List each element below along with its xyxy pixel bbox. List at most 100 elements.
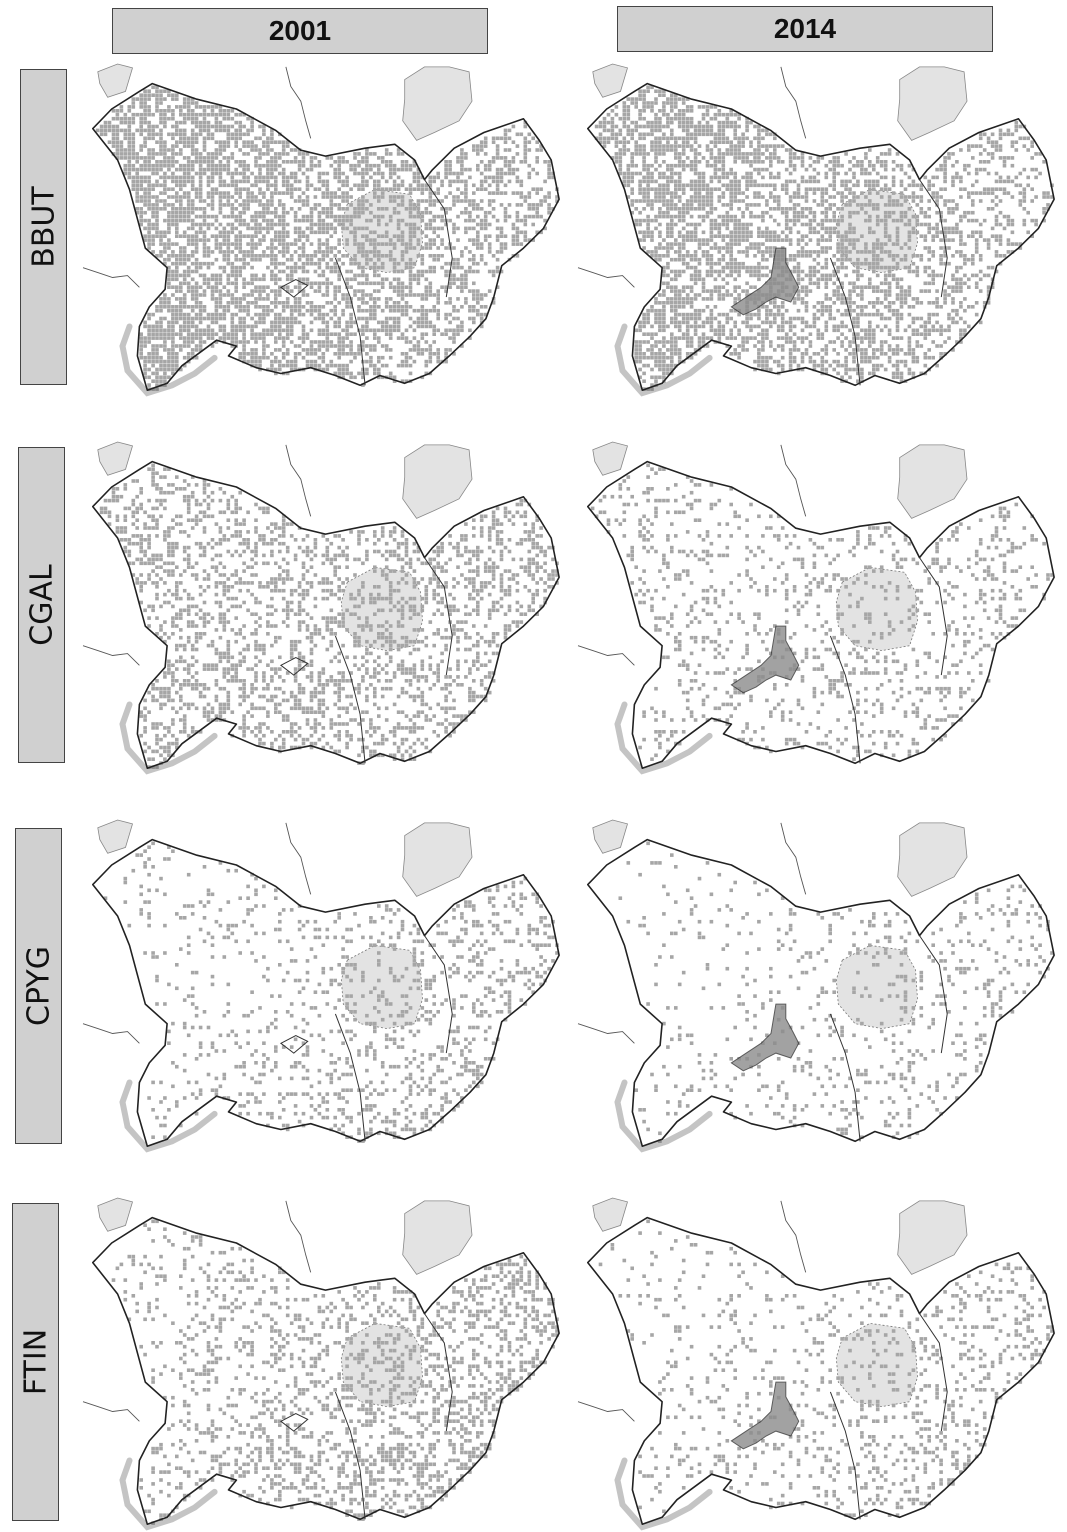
occupied-cell: [135, 191, 139, 195]
occupied-cell: [317, 163, 322, 168]
occupied-cell: [709, 116, 714, 121]
occupied-cell: [369, 250, 373, 254]
occupied-cell: [733, 132, 737, 137]
occupied-cell: [812, 187, 817, 191]
occupied-cell: [262, 226, 266, 231]
occupied-cell: [274, 214, 278, 219]
occupied-cell: [895, 242, 900, 246]
occupied-cell: [440, 218, 444, 223]
occupied-cell: [483, 167, 488, 172]
occupied-cell: [289, 265, 294, 270]
occupied-cell: [412, 175, 417, 180]
occupied-cell: [717, 112, 722, 117]
occupied-cell: [769, 160, 773, 164]
occupied-cell: [182, 116, 187, 121]
occupied-cell: [194, 281, 199, 286]
occupied-cell: [674, 156, 678, 160]
occupied-cell: [313, 163, 318, 168]
occupied-cell: [210, 332, 215, 336]
occupied-cell: [614, 140, 619, 144]
occupied-cell: [198, 316, 203, 321]
occupied-cell: [626, 167, 631, 172]
occupied-cell: [163, 383, 167, 387]
occupied-cell: [226, 242, 231, 246]
occupied-cell: [479, 218, 484, 223]
occupied-cell: [305, 277, 310, 282]
occupied-cell: [630, 175, 634, 180]
occupied-cell: [111, 132, 116, 137]
occupied-cell: [369, 175, 373, 180]
occupied-cell: [634, 124, 638, 129]
occupied-cell: [1018, 191, 1023, 195]
occupied-cell: [681, 191, 686, 195]
occupied-cell: [301, 160, 306, 164]
occupied-cell: [749, 214, 753, 219]
occupied-cell: [155, 214, 159, 219]
occupied-cell: [412, 160, 417, 164]
occupied-cell: [218, 152, 223, 156]
occupied-cell: [868, 148, 872, 152]
occupied-cell: [820, 238, 825, 242]
occupied-cell: [388, 152, 393, 156]
occupied-cell: [278, 348, 282, 352]
occupied-cell: [301, 355, 306, 360]
occupied-cell: [254, 210, 258, 215]
occupied-cell: [899, 246, 904, 250]
occupied-cell: [246, 312, 250, 317]
occupied-cell: [713, 246, 718, 250]
occupied-cell: [733, 199, 737, 203]
occupied-cell: [321, 226, 326, 231]
occupied-cell: [210, 199, 215, 203]
occupied-cell: [159, 324, 163, 329]
occupied-cell: [998, 187, 1003, 191]
occupied-cell: [721, 163, 726, 168]
occupied-cell: [246, 163, 250, 168]
occupied-cell: [305, 281, 310, 286]
occupied-cell: [638, 132, 642, 137]
occupied-cell: [289, 242, 294, 246]
occupied-cell: [491, 199, 496, 203]
occupied-cell: [713, 187, 718, 191]
occupied-cell: [274, 238, 278, 242]
occupied-cell: [270, 210, 274, 215]
occupied-cell: [147, 167, 151, 172]
occupied-cell: [301, 156, 306, 160]
occupied-cell: [978, 167, 983, 172]
occupied-cell: [167, 203, 171, 207]
occupied-cell: [531, 214, 535, 219]
occupied-cell: [337, 163, 341, 168]
occupied-cell: [345, 179, 349, 184]
occupied-cell: [499, 250, 504, 254]
occupied-cell: [214, 171, 219, 176]
occupied-cell: [733, 230, 737, 235]
occupied-cell: [400, 152, 405, 156]
occupied-cell: [143, 112, 147, 117]
occupied-cell: [963, 187, 967, 191]
occupied-cell: [420, 175, 425, 180]
occupied-cell: [202, 144, 207, 148]
occupied-cell: [357, 352, 361, 356]
occupied-cell: [907, 195, 912, 199]
occupied-cell: [776, 207, 781, 211]
occupied-cell: [349, 375, 353, 380]
occupied-cell: [396, 261, 401, 266]
occupied-cell: [175, 312, 179, 317]
occupied-cell: [285, 246, 290, 250]
occupied-cell: [309, 160, 314, 164]
occupied-cell: [638, 109, 642, 113]
occupied-cell: [911, 199, 916, 203]
occupied-cell: [143, 324, 147, 329]
occupied-cell: [472, 144, 476, 148]
occupied-cell: [539, 148, 543, 152]
occupied-cell: [258, 226, 262, 231]
occupied-cell: [681, 242, 686, 246]
occupied-cell: [337, 203, 341, 207]
occupied-cell: [670, 167, 674, 172]
occupied-cell: [167, 230, 171, 235]
occupied-cell: [943, 167, 947, 172]
occupied-cell: [270, 140, 274, 144]
occupied-cell: [345, 281, 349, 286]
occupied-cell: [190, 285, 195, 289]
occupied-cell: [947, 152, 951, 156]
occupied-cell: [337, 289, 341, 293]
